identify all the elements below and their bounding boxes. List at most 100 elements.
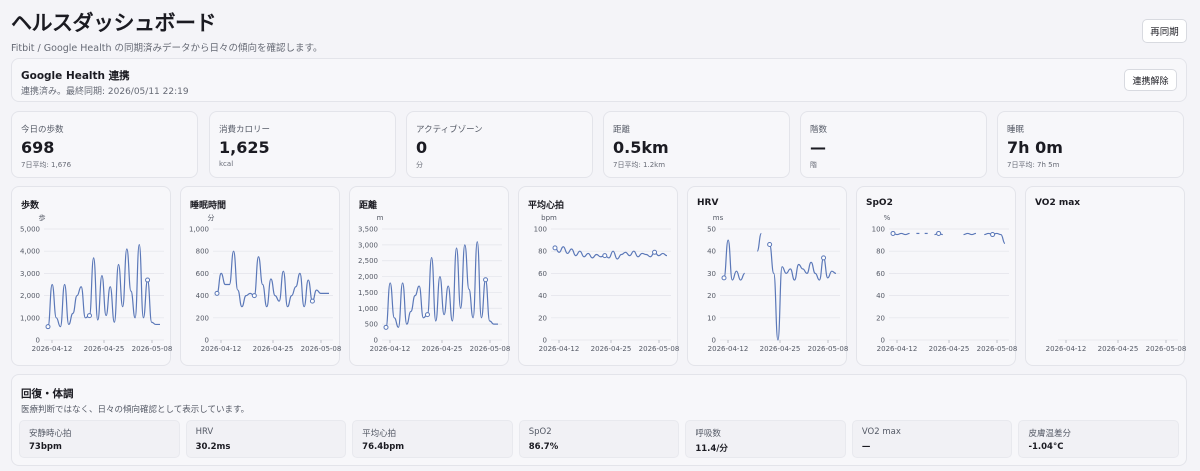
series-line: [47, 243, 160, 328]
chart-title: SpO2: [866, 198, 893, 208]
x-tick-label: 2026-05-08: [808, 345, 848, 353]
resync-button[interactable]: 再同期: [1142, 19, 1187, 43]
recovery-value: -1.04°C: [1028, 442, 1064, 452]
y-tick-label: 50: [707, 226, 716, 234]
recovery-value: 76.4bpm: [362, 442, 405, 452]
stat-label: アクティブゾーン: [416, 125, 483, 135]
data-point-marker: [383, 324, 389, 330]
y-tick-label: 2,000: [358, 273, 378, 281]
stat-label: 消費カロリー: [219, 125, 271, 135]
y-tick-label: 3,500: [358, 226, 378, 234]
stat-card-active-zone: アクティブゾーン 0 分: [406, 111, 593, 178]
y-axis-unit: ms: [713, 214, 724, 222]
google-health-status: 連携済み。最終同期: 2026/05/11 22:19: [21, 87, 189, 97]
y-tick-label: 5,000: [20, 226, 40, 234]
x-tick-label: 2026-05-08: [977, 345, 1017, 353]
stat-label: 今日の歩数: [21, 125, 64, 135]
data-point-marker: [309, 298, 315, 304]
y-tick-label: 600: [196, 270, 209, 278]
google-health-card: Google Health 連携 連携済み。最終同期: 2026/05/11 2…: [11, 58, 1187, 102]
chart-svg: m3,5003,0002,5002,0001,5001,00050002026-…: [358, 214, 510, 353]
x-tick-label: 2026-04-25: [422, 345, 463, 353]
y-axis-unit: %: [884, 214, 891, 222]
data-point-marker: [936, 230, 942, 236]
data-point-marker: [145, 277, 151, 283]
x-tick-label: 2026-05-08: [470, 345, 510, 353]
chart-card-vo2max: 2026-04-12 2026-04-25 2026-05-08 VO2 max: [1025, 186, 1186, 366]
y-tick-label: 80: [876, 248, 885, 256]
y-axis-unit: 分: [208, 213, 215, 222]
data-point-marker: [251, 293, 257, 299]
stat-card-calories: 消費カロリー 1,625 kcal: [209, 111, 396, 178]
chart-title: HRV: [697, 198, 719, 208]
recovery-card: 回復・体調 医療判断ではなく、日々の傾向確認として表示しています。 安静時心拍 …: [11, 374, 1187, 466]
y-tick-label: 100: [872, 226, 885, 234]
y-tick-label: 40: [876, 292, 885, 300]
y-axis-unit: 歩: [39, 213, 46, 222]
stat-card-floors: 階数 — 階: [800, 111, 987, 178]
y-tick-label: 3,000: [358, 241, 378, 249]
series-line: [554, 246, 668, 260]
data-point-marker: [424, 312, 430, 318]
y-tick-label: 1,000: [358, 305, 378, 313]
stat-value: —: [810, 138, 826, 157]
y-tick-label: 1,000: [189, 226, 209, 234]
stat-value: 1,625: [219, 138, 270, 157]
x-tick-label: 2026-04-25: [1098, 345, 1139, 353]
chart-title: 歩数: [21, 201, 40, 211]
recovery-label: 安静時心拍: [29, 429, 72, 439]
stat-card-distance: 距離 0.5km 7日平均: 1.2km: [603, 111, 790, 178]
y-tick-label: 40: [538, 292, 547, 300]
recovery-value: 86.7%: [528, 442, 559, 452]
y-tick-label: 0: [881, 337, 885, 345]
data-point-marker: [990, 232, 996, 238]
data-point-marker: [652, 249, 658, 255]
series-line: [756, 232, 762, 252]
y-tick-label: 3,000: [20, 270, 40, 278]
stat-value: 698: [21, 138, 55, 157]
stat-card-sleep: 睡眠 7h 0m 7日平均: 7h 5m: [997, 111, 1184, 178]
x-tick-label: 2026-05-08: [639, 345, 679, 353]
y-tick-label: 60: [876, 270, 885, 278]
data-point-marker: [767, 242, 773, 248]
unlink-button[interactable]: 連携解除: [1124, 69, 1177, 91]
y-tick-label: 60: [538, 270, 547, 278]
x-tick-label: 2026-05-08: [301, 345, 341, 353]
y-tick-label: 80: [538, 248, 547, 256]
stat-label: 階数: [810, 125, 828, 135]
series-line: [892, 232, 910, 236]
series-line: [769, 243, 837, 341]
y-tick-label: 1,000: [20, 314, 40, 322]
data-point-marker: [602, 253, 608, 259]
series-line: [385, 241, 498, 328]
x-tick-label: 2026-04-12: [877, 345, 918, 353]
y-tick-label: 2,000: [20, 292, 40, 300]
stat-sub: 分: [416, 161, 423, 169]
data-point-marker: [821, 255, 827, 261]
y-tick-label: 200: [196, 314, 209, 322]
y-tick-label: 0: [36, 337, 40, 345]
x-tick-label: 2026-04-25: [929, 345, 970, 353]
y-tick-label: 20: [538, 314, 547, 322]
y-tick-label: 800: [196, 248, 209, 256]
recovery-label: 呼吸数: [695, 429, 721, 439]
y-tick-label: 0: [374, 337, 378, 345]
page-subtitle: Fitbit / Google Health の同期済みデータから日々の傾向を確…: [11, 43, 323, 54]
data-point-marker: [86, 313, 92, 319]
y-tick-label: 0: [205, 337, 209, 345]
recovery-title: 回復・体調: [21, 388, 74, 400]
chart-card-distance: m 3,500 3,000 2,500 2,000 1,500 1,000 500 0 2026-…: [349, 186, 510, 366]
series-line: [216, 250, 329, 308]
recovery-grid: 安静時心拍 73bpm HRV 30.2ms 平均心拍 76.4bpm SpO2…: [19, 420, 1180, 458]
y-axis-unit: m: [377, 214, 384, 222]
y-axis-unit: bpm: [541, 214, 557, 222]
x-tick-label: 2026-04-12: [1046, 345, 1087, 353]
stat-value: 0.5km: [613, 138, 669, 157]
chart-card-spo2: % 100 80 60 40 20 0 2026-04-12 2026-04-25 2026-05…: [856, 186, 1017, 366]
y-tick-label: 30: [707, 270, 716, 278]
x-tick-label: 2026-04-25: [84, 345, 125, 353]
data-point-marker: [721, 275, 727, 281]
recovery-item-respiration: 呼吸数 11.4/分: [685, 420, 846, 458]
